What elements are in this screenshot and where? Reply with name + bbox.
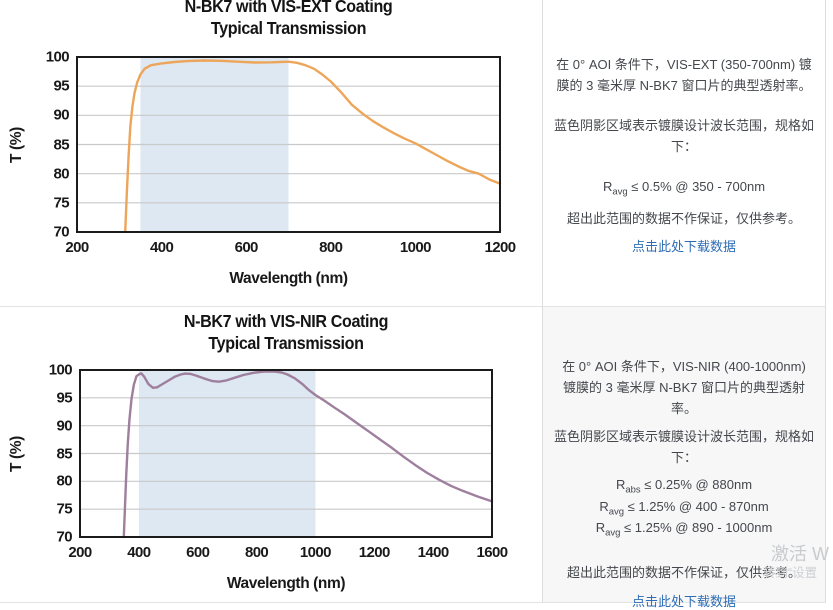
download-data-link[interactable]: 点击此处下载数据 [631, 594, 736, 610]
chart-title-line: N-BK7 with VIS-EXT Coating [184, 0, 393, 16]
y-tick-label: 100 [45, 48, 70, 66]
y-tick-label: 100 [48, 361, 73, 379]
info-panel-vis-nir: 在 0° AOI 条件下，VIS-NIR (400-1000nm) 镀膜的 3 … [542, 307, 826, 609]
panel-band-note: 蓝色阴影区域表示镀膜设计波长范围，规格如下： [554, 429, 815, 466]
chart-subtitle-line: Typical Transmission [210, 18, 367, 38]
panel-specs: Rabs ≤ 0.25% @ 880nm Ravg ≤ 1.25% @ 400 -… [554, 476, 814, 540]
x-tick-label: 1000 [399, 239, 432, 256]
x-axis-label: Wavelength (nm) [229, 270, 348, 287]
x-tick-label: 200 [65, 239, 89, 256]
spec-line: Ravg ≤ 0.5% @ 350 - 700nm [602, 179, 766, 198]
panel-band-note: 蓝色阴影区域表示镀膜设计波长范围，规格如下： [554, 118, 815, 155]
y-tick-label: 80 [56, 472, 73, 490]
chart-section-vis-nir: N-BK7 with VIS-NIR Coating Typical Trans… [0, 307, 542, 603]
y-tick-label: 90 [56, 417, 73, 435]
x-tick-label: 1000 [299, 544, 332, 561]
y-tick-label: 80 [53, 165, 70, 183]
panel-disclaimer: 超出此范围的数据不作保证，仅供参考。 [566, 210, 801, 226]
y-tick-label: 95 [53, 77, 70, 95]
x-tick-label: 400 [149, 239, 174, 256]
chart-title-line: N-BK7 with VIS-NIR Coating [183, 311, 389, 331]
y-tick-label: 85 [53, 136, 70, 153]
x-tick-label: 1400 [417, 544, 450, 561]
spec-line: Ravg ≤ 1.25% @ 400 - 870nm [599, 498, 769, 518]
y-axis-label: T (%) [8, 435, 25, 472]
y-tick-label: 75 [56, 500, 73, 518]
x-tick-label: 1600 [476, 544, 509, 561]
panel-specs: Ravg ≤ 0.5% @ 350 - 700nm [554, 178, 814, 199]
activation-watermark-line2: 转到“设置 [763, 566, 818, 580]
spec-line: Rabs ≤ 0.25% @ 880nm [615, 477, 753, 496]
chart-subtitle-line: Typical Transmission [208, 333, 364, 353]
x-tick-label: 800 [319, 239, 343, 256]
y-tick-label: 95 [56, 389, 73, 407]
y-tick-label: 70 [53, 223, 70, 241]
panel-description: 在 0° AOI 条件下，VIS-EXT (350-700nm) 镀膜的 3 毫… [556, 57, 812, 94]
x-tick-label: 600 [234, 239, 259, 256]
chart-title-vis-ext: N-BK7 with VIS-EXT Coating Typical Trans… [94, 0, 483, 39]
x-tick-label: 1200 [484, 239, 517, 256]
transmission-chart-vis-nir: 70 75 80 85 90 95 100 200 400 600 800 1000 1200 1400 1… [0, 307, 542, 602]
activation-watermark-line1: 激活 W [771, 544, 829, 564]
download-data-link[interactable]: 点击此处下载数据 [631, 238, 736, 254]
x-tick-label: 600 [186, 544, 210, 561]
chart-title-vis-nir: N-BK7 with VIS-NIR Coating Typical Trans… [96, 310, 475, 354]
info-panel-vis-ext: 在 0° AOI 条件下，VIS-EXT (350-700nm) 镀膜的 3 毫… [542, 0, 826, 307]
x-tick-label: 400 [127, 544, 151, 561]
y-axis-label: T (%) [8, 126, 25, 163]
transmission-chart-vis-ext: 70 75 80 85 90 95 100 200 400 600 800 1000 1200 Wavel… [0, 0, 542, 306]
y-tick-label: 90 [53, 106, 70, 124]
x-tick-label: 800 [244, 544, 269, 561]
y-tick-label: 85 [56, 445, 73, 462]
x-axis-label: Wavelength (nm) [226, 575, 346, 592]
y-tick-label: 70 [56, 528, 73, 546]
x-tick-label: 200 [68, 544, 92, 561]
spec-line: Ravg ≤ 1.25% @ 890 - 1000nm [595, 519, 773, 539]
chart-section-vis-ext: N-BK7 with VIS-EXT Coating Typical Trans… [0, 0, 542, 307]
x-tick-label: 1200 [358, 544, 391, 561]
y-tick-label: 75 [53, 194, 70, 212]
panel-description: 在 0° AOI 条件下，VIS-NIR (400-1000nm) 镀膜的 3 … [562, 359, 806, 417]
panel-disclaimer: 超出此范围的数据不作保证，仅供参考。 [566, 565, 801, 581]
